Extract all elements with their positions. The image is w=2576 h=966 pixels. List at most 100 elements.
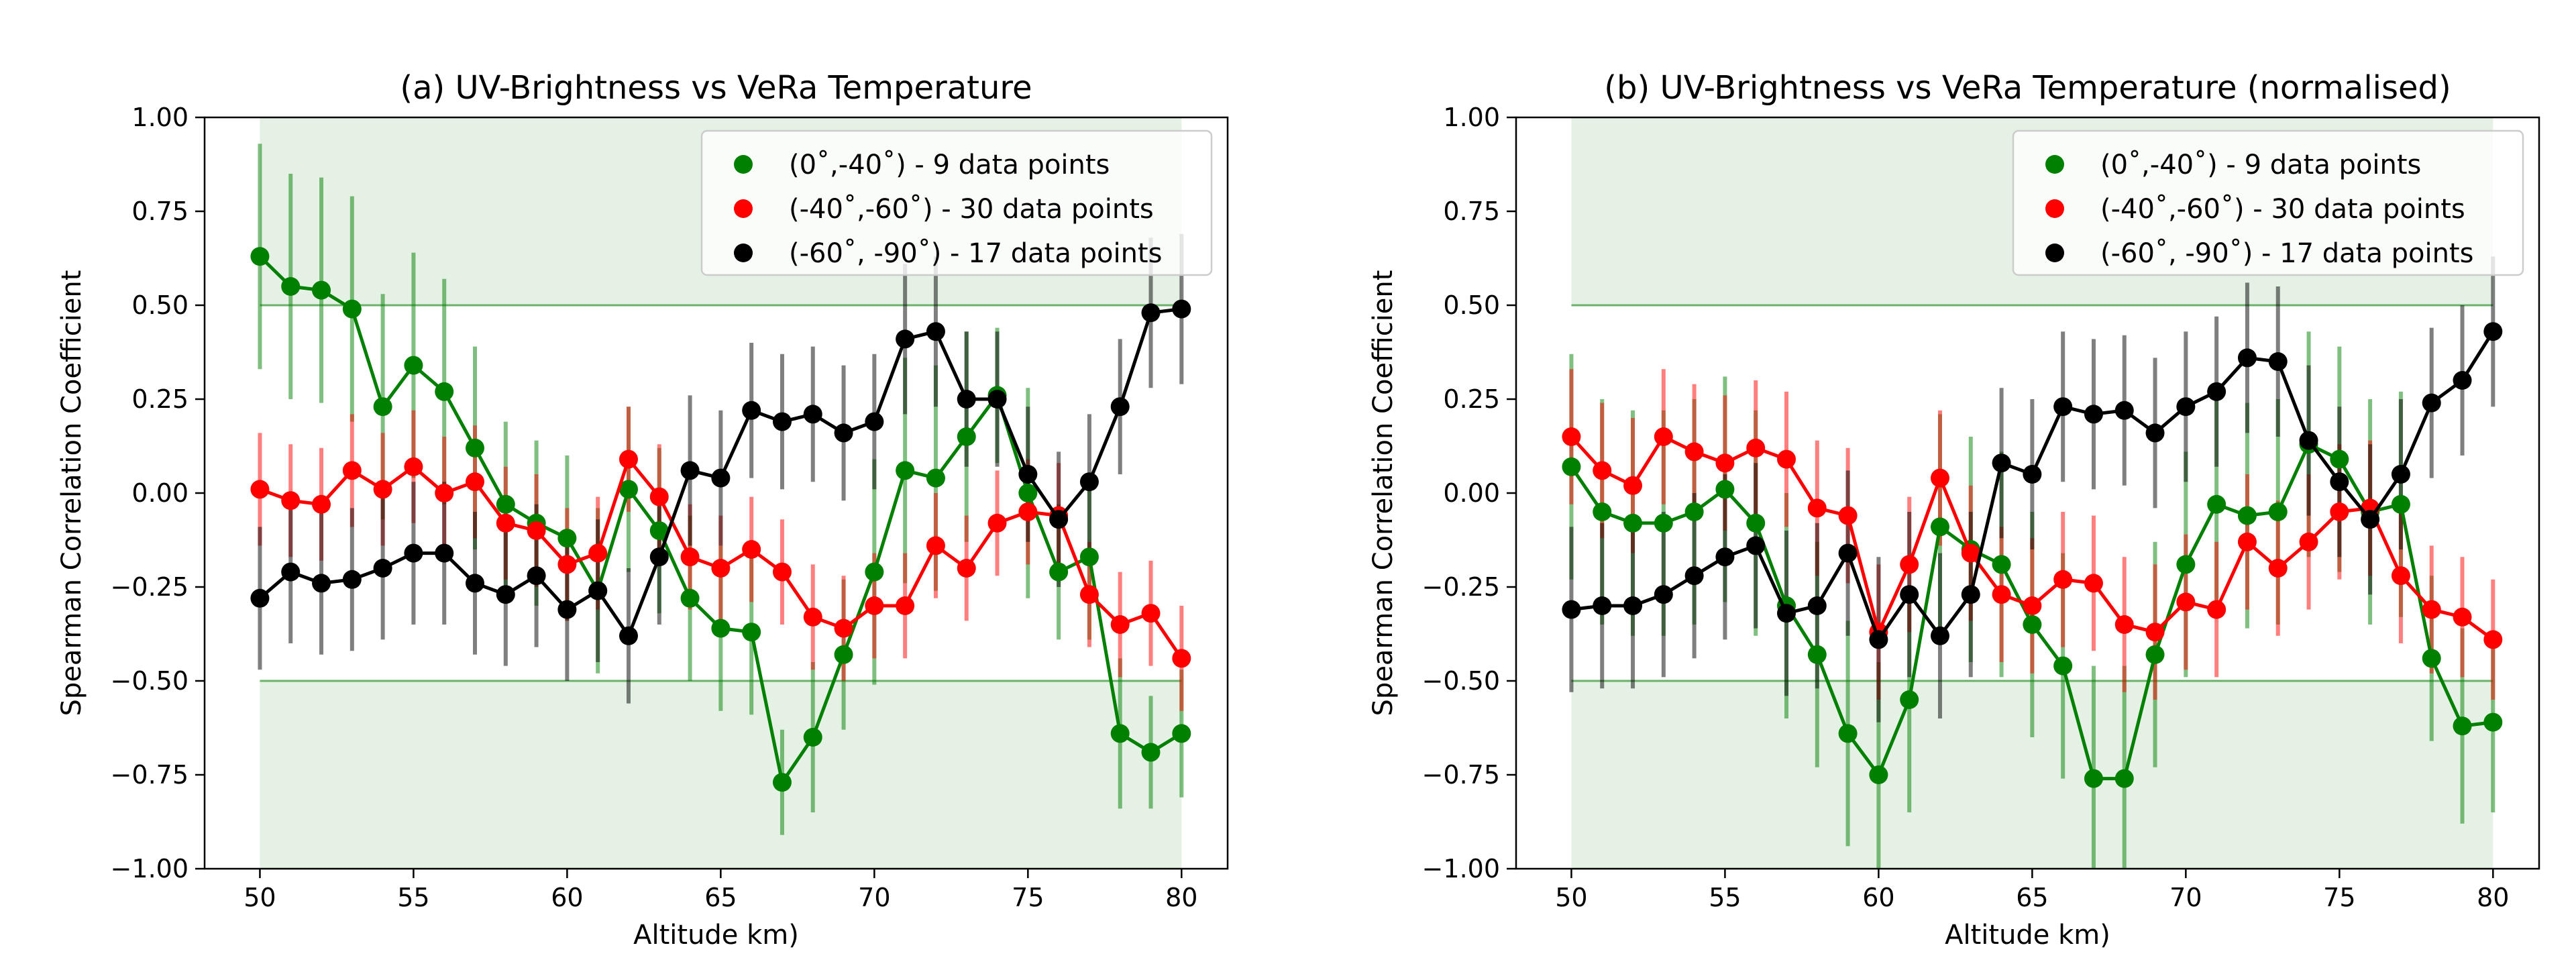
data-point [1110,615,1130,634]
y-tick-label: 0.50 [131,290,189,320]
y-tick-label: −0.50 [1422,666,1500,696]
data-point [865,412,884,431]
data-point [281,491,301,511]
legend-label: (-60˚, -90˚) - 17 data points [789,238,1162,269]
data-point [1715,453,1735,473]
data-point [1838,543,1858,563]
data-point [2422,649,2441,668]
data-point [711,559,731,578]
y-tick-label: 0.50 [1443,290,1500,320]
data-point [2176,555,2196,574]
data-point [250,480,270,499]
data-point [1654,427,1673,446]
data-point [588,581,608,600]
data-point [803,728,822,747]
data-point [2053,397,2073,417]
data-point [2053,570,2073,589]
data-point [2084,769,2103,788]
data-point [2330,472,2349,492]
legend: (0˚,-40˚) - 9 data points (-40˚,-60˚) - 3… [2012,129,2524,276]
data-point [1992,453,2011,473]
data-point [1172,649,1191,668]
y-tick-label: 0.75 [1443,197,1500,226]
data-point [496,513,515,533]
data-point [1807,645,1827,664]
y-tick-label: 0.00 [1443,478,1500,508]
x-tick-label: 80 [1165,883,1197,912]
data-point [619,626,638,645]
data-point [1807,498,1827,518]
data-point [373,397,392,417]
data-point [1593,596,1612,615]
legend: (0˚,-40˚) - 9 data points (-40˚,-60˚) - 3… [700,129,1213,276]
data-point [342,570,362,589]
data-point [2453,371,2472,390]
data-point [1593,461,1612,480]
data-point [926,536,945,555]
data-point [926,468,945,488]
x-tick-label: 55 [1709,883,1741,912]
data-point [1807,596,1827,615]
data-point [2053,656,2073,676]
y-axis-label: Spearman Correlation Coefficient [1368,270,1399,716]
x-tick-label: 80 [2477,883,2509,912]
data-point [2361,510,2380,529]
data-point [1623,513,1643,533]
data-point [2176,397,2196,417]
data-point [1562,600,1581,619]
data-point [742,540,761,559]
data-point [1746,513,1766,533]
y-tick-label: −0.75 [111,760,189,790]
data-point [1018,502,1038,521]
data-point [1654,585,1673,604]
data-point [2237,532,2257,551]
data-point [834,423,853,443]
data-point [527,566,546,586]
y-tick-label: 0.00 [131,478,189,508]
data-point [1900,585,1919,604]
y-axis-label: Spearman Correlation Coefficient [56,270,87,716]
x-tick-label: 55 [397,883,429,912]
data-point [680,547,700,567]
data-point [1079,472,1099,492]
data-point [1746,438,1766,458]
data-point [1079,585,1099,604]
data-point [557,555,577,574]
data-point [2453,716,2472,736]
data-point [435,382,454,401]
data-point [281,277,301,296]
data-point [2330,449,2349,469]
data-point [957,427,976,446]
legend-box [2012,129,2524,276]
data-point [2114,769,2134,788]
data-point [2145,423,2165,443]
data-point [2268,502,2288,521]
y-tick-label: −0.25 [111,572,189,602]
data-point [834,645,853,664]
x-tick-label: 75 [2323,883,2355,912]
data-point [711,619,731,638]
x-tick-label: 50 [244,883,276,912]
x-tick-label: 65 [704,883,737,912]
data-point [2299,431,2318,450]
data-point [2422,393,2441,413]
data-point [957,559,976,578]
data-point [496,585,515,604]
legend-label: (-40˚,-60˚) - 30 data points [789,194,1154,225]
data-point [2391,494,2410,514]
data-point [2330,502,2349,521]
data-point [649,521,669,540]
data-point [1961,543,1980,563]
legend-marker [2045,244,2064,262]
data-point [1715,547,1735,567]
x-axis-label: Altitude km) [633,920,799,951]
data-point [588,543,608,563]
data-point [1838,506,1858,525]
data-point [2483,630,2503,649]
x-tick-label: 65 [2016,883,2048,912]
data-point [250,588,270,608]
data-point [896,329,915,349]
data-point [527,521,546,540]
data-point [2453,607,2472,627]
data-point [772,562,792,582]
